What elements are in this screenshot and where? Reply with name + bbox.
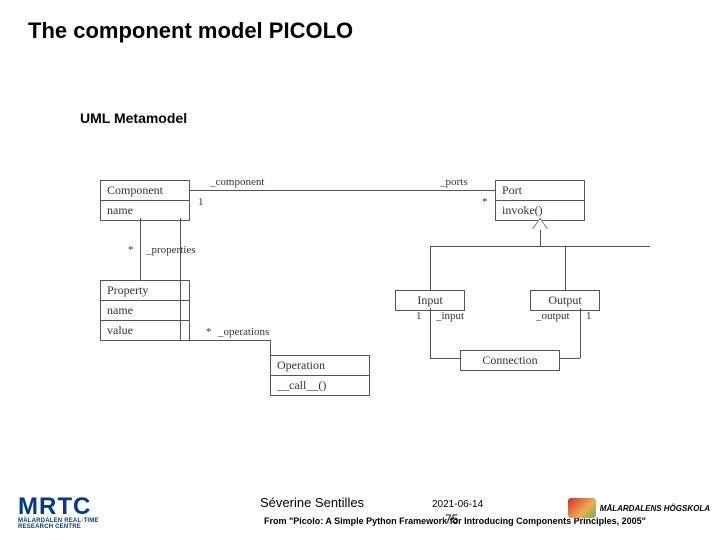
- gen-line: [565, 246, 566, 290]
- assoc-role: _output: [536, 310, 570, 322]
- assoc-line: [430, 358, 460, 359]
- assoc-mult: 1: [198, 196, 204, 208]
- assoc-line: [580, 308, 581, 358]
- author: Séverine Sentilles: [260, 495, 364, 510]
- assoc-line: [180, 340, 270, 341]
- class-name: Component: [101, 181, 189, 201]
- class-component: Component name: [100, 180, 190, 221]
- class-operation: Operation __call__(): [270, 355, 370, 396]
- class-name: Output: [531, 291, 599, 310]
- assoc-line: [140, 218, 141, 280]
- mrtc-logo: MRTC MÄLARDALEN REAL-TIME RESEARCH CENTR…: [18, 496, 99, 530]
- university-logo: MÄLARDALENS HÖGSKOLA: [568, 498, 710, 518]
- assoc-line: [430, 308, 431, 358]
- class-attr: name: [101, 201, 189, 220]
- university-mark: [568, 498, 596, 518]
- assoc-role: _properties: [146, 244, 195, 256]
- date: 2021-06-14: [432, 499, 483, 510]
- assoc-mult: *: [206, 326, 212, 338]
- class-output: Output: [530, 290, 600, 311]
- page-number: 75: [445, 512, 458, 526]
- class-name: Port: [496, 181, 584, 201]
- class-attr: __call__(): [271, 376, 369, 395]
- class-name: Operation: [271, 356, 369, 376]
- mrtc-line2: RESEARCH CENTRE: [18, 524, 99, 530]
- gen-line: [430, 246, 650, 247]
- mrtc-acronym: MRTC: [18, 496, 99, 518]
- assoc-role: _ports: [440, 176, 468, 188]
- university-name: MÄLARDALENS HÖGSKOLA: [600, 504, 710, 513]
- assoc-mult: 1: [416, 310, 422, 322]
- assoc-role: _component: [210, 176, 264, 188]
- uml-diagram: Component name Port invoke() Property na…: [80, 160, 640, 420]
- class-attr: name: [101, 301, 189, 321]
- slide-subtitle: UML Metamodel: [80, 110, 187, 126]
- assoc-line: [270, 340, 271, 365]
- class-name: Property: [101, 281, 189, 301]
- class-property: Property name value: [100, 280, 190, 341]
- assoc-mult: *: [128, 244, 134, 256]
- class-connection: Connection: [460, 350, 560, 371]
- footer: MRTC MÄLARDALEN REAL-TIME RESEARCH CENTR…: [0, 480, 720, 540]
- assoc-mult: *: [482, 196, 488, 208]
- slide-title: The component model PICOLO: [28, 18, 353, 44]
- assoc-role: _input: [436, 310, 464, 322]
- class-port: Port invoke(): [495, 180, 585, 221]
- gen-line: [430, 246, 431, 290]
- class-attr: value: [101, 321, 189, 340]
- assoc-mult: 1: [586, 310, 592, 322]
- assoc-line: [560, 358, 580, 359]
- assoc-line: [180, 218, 181, 340]
- gen-arrow-fill: [533, 219, 547, 229]
- assoc-role: _operations: [218, 326, 269, 338]
- assoc-line: [190, 190, 495, 191]
- class-name: Connection: [461, 351, 559, 370]
